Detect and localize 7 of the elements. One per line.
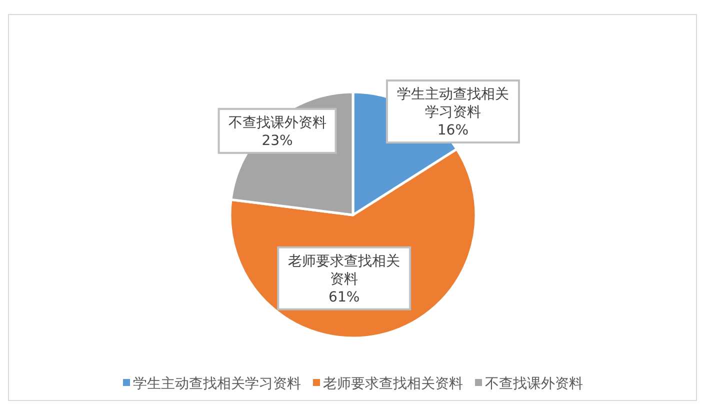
data-label: 学生主动查找相关学习资料 16% — [396, 86, 509, 138]
data-label: 老师要求查找相关资料 61% — [288, 253, 400, 306]
legend-label: 不查找课外资料 — [485, 376, 583, 392]
legend-label: 老师要求查找相关资料 — [323, 376, 463, 392]
slice-label: 不查找课外资料 — [228, 114, 326, 131]
legend-label: 学生主动查找相关学习资料 — [133, 376, 301, 392]
data-label: 23% — [262, 132, 293, 149]
